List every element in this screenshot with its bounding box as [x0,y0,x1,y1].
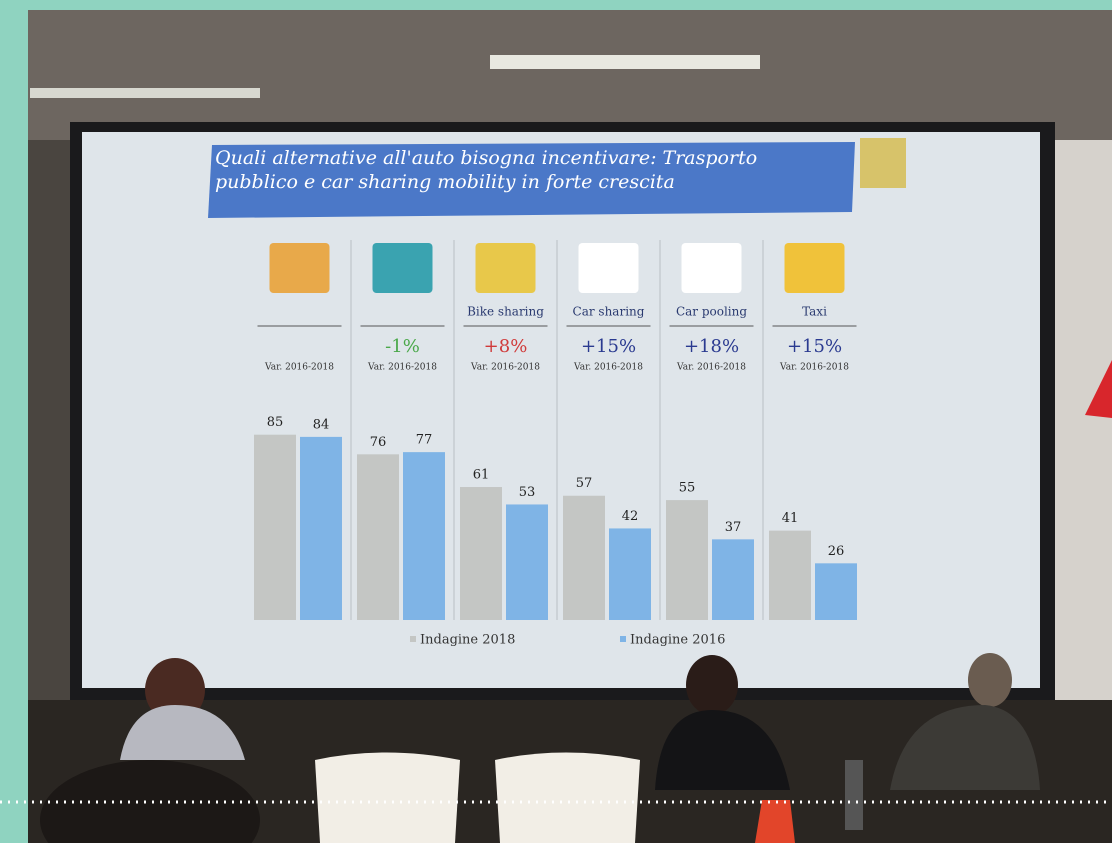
change-label: +8% [484,336,528,357]
change-note: Var. 2016-2018 [264,363,334,373]
legend-label: Indagine 2018 [420,633,515,648]
bar [815,563,857,620]
logo [860,138,906,188]
legend-label: Indagine 2016 [630,633,725,648]
category-label: Bike sharing [467,305,544,319]
slide [82,132,1040,688]
bar [666,500,708,620]
person [655,710,790,790]
bar [403,452,445,620]
data-label: 53 [519,485,536,500]
change-label: -1% [385,336,420,357]
bar [357,454,399,620]
chair [315,752,460,843]
data-label: 57 [576,476,593,491]
category-label: Taxi [802,305,827,319]
ceiling [28,10,1112,140]
category-label: Car sharing [573,305,645,319]
icon [475,243,536,293]
person [120,705,245,760]
title-box: Quali alternative all'auto bisogna incen… [215,147,758,193]
data-label: 84 [313,417,330,432]
bottle [845,760,863,830]
chart-title: Quali alternative all'auto bisogna incen… [215,147,758,193]
person [890,705,1040,790]
bar [460,487,502,620]
ceiling-light [30,88,260,98]
icon [372,243,433,293]
person-head [968,653,1012,707]
bar [769,530,811,620]
data-label: 41 [782,511,799,526]
bar [563,495,605,620]
title-banner [208,142,855,218]
bar [506,504,548,620]
icon [681,243,742,293]
bar [712,539,754,620]
person-head [145,658,205,722]
ceiling-light [490,55,760,69]
change-note: Var. 2016-2018 [573,363,643,373]
data-label: 85 [267,415,284,430]
chair [495,752,640,843]
person-head [686,655,738,715]
head-foreground [40,760,260,843]
bar [609,528,651,620]
data-label: 76 [370,435,387,450]
data-label: 77 [416,433,433,448]
legend-swatch [410,636,416,642]
bar [300,436,342,620]
icon [784,243,845,293]
bar [254,434,296,620]
data-label: 37 [725,520,742,535]
change-note: Var. 2016-2018 [470,363,540,373]
category-label: Car pooling [676,305,747,319]
data-label: 42 [622,509,639,524]
data-label: 26 [828,544,845,559]
change-label: +15% [787,336,842,357]
change-note: Var. 2016-2018 [676,363,746,373]
icon [269,243,330,293]
change-note: Var. 2016-2018 [779,363,849,373]
data-label: 55 [679,481,696,496]
sign [1085,360,1112,418]
data-label: 61 [473,468,490,483]
legend-swatch [620,636,626,642]
change-note: Var. 2016-2018 [367,363,437,373]
chart: Var. 2016-2018 85 84 -1% Var. 2016-2018 76 77 B… [254,240,857,648]
change-label: +15% [581,336,636,357]
bag [755,800,795,843]
icon [578,243,639,293]
change-label: +18% [684,336,739,357]
